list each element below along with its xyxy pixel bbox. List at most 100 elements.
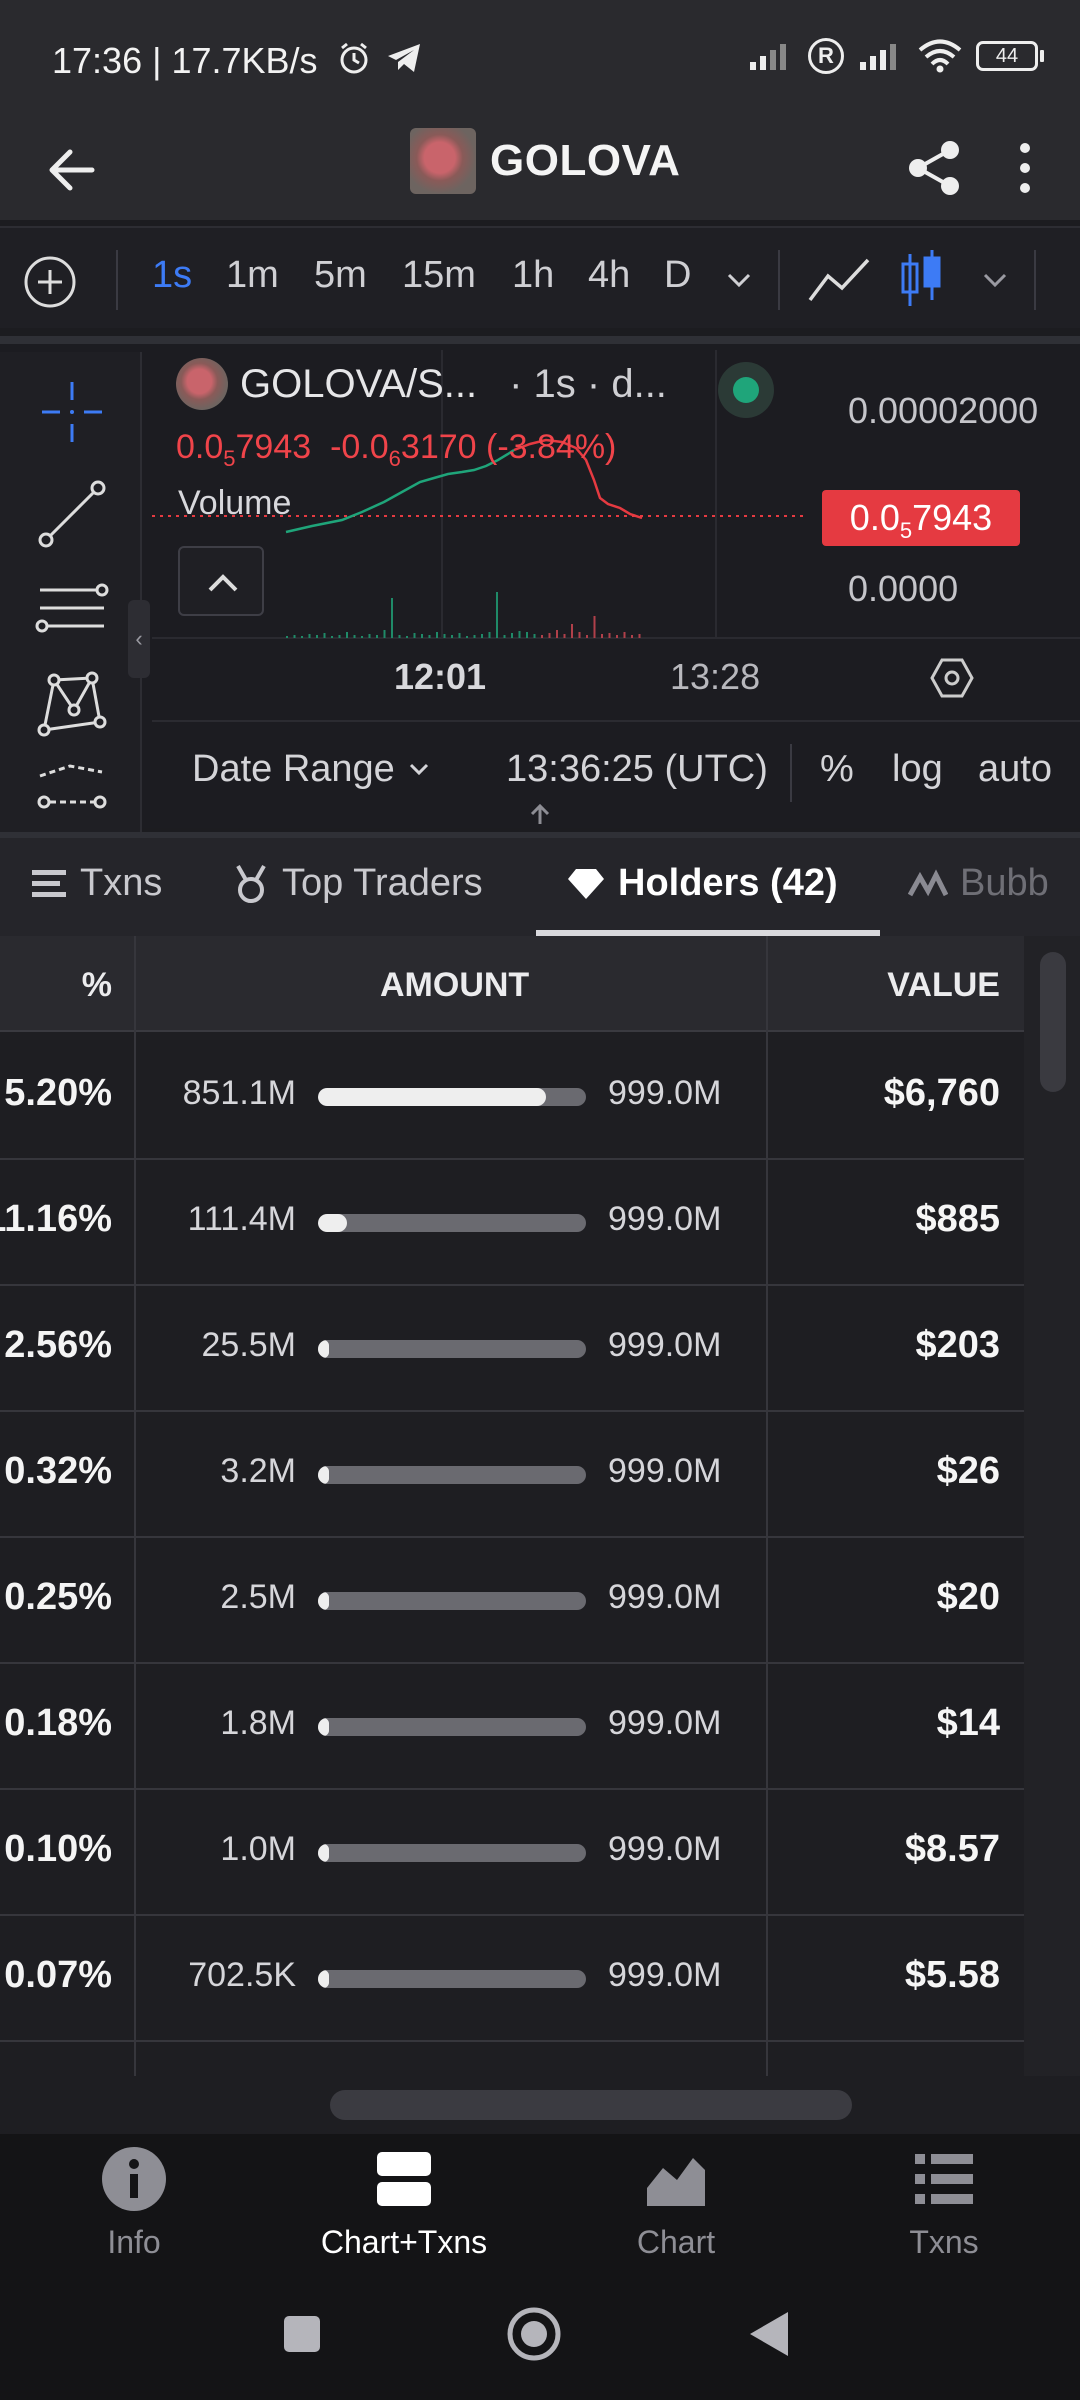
signal-icon-2 xyxy=(860,44,896,70)
total-supply: 999.0M xyxy=(608,1200,722,1238)
resize-handle-icon[interactable] xyxy=(524,802,556,858)
holding-progress-bar xyxy=(318,1340,586,1358)
system-back-icon[interactable] xyxy=(748,2310,790,2358)
volume-bar xyxy=(616,635,618,638)
collapse-legend-button[interactable] xyxy=(178,546,264,616)
recents-icon[interactable] xyxy=(282,2314,322,2354)
tab-top-traders[interactable]: Top Traders xyxy=(232,862,483,905)
holder-value: $5.58 xyxy=(904,1954,1000,1996)
table-row[interactable]: 0.07% 702.5K 999.0M $5.58 xyxy=(0,1916,1024,2042)
timeframe-1s[interactable]: 1s xyxy=(152,254,193,296)
holder-value: $8.57 xyxy=(904,1828,1000,1870)
timeframe-d[interactable]: D xyxy=(664,254,692,296)
chart-area xyxy=(0,336,1080,836)
table-row[interactable]: 0.32% 3.2M 999.0M $26 xyxy=(0,1412,1024,1538)
holder-percent: 0.32% xyxy=(4,1450,112,1492)
volume-label: Volume xyxy=(178,484,292,522)
holder-percent: 0.25% xyxy=(4,1576,112,1618)
nav-info-label: Info xyxy=(107,2224,161,2260)
utc-clock[interactable]: 13:36:25 (UTC) xyxy=(506,748,768,790)
table-scroll-track xyxy=(1024,936,1080,2076)
holding-progress-fill xyxy=(318,1214,348,1232)
projection-tool-icon[interactable] xyxy=(30,752,114,822)
volume-bar xyxy=(578,632,581,638)
more-options-icon[interactable] xyxy=(1010,136,1040,200)
timeframe-15m[interactable]: 15m xyxy=(402,254,476,296)
log-scale-toggle[interactable]: log xyxy=(892,748,943,790)
header-percent[interactable]: % xyxy=(81,966,112,1004)
change-percent: (-3.84%) xyxy=(486,428,617,466)
vertical-scrollbar[interactable] xyxy=(1040,952,1066,1092)
horizontal-scrollbar[interactable] xyxy=(330,2090,852,2120)
timeframe-4h[interactable]: 4h xyxy=(588,254,631,296)
volume-bar xyxy=(571,624,573,638)
holding-progress-bar xyxy=(318,1466,586,1484)
price-tag-zeros: 5 xyxy=(899,518,913,544)
chart-interval[interactable]: · 1s · d... xyxy=(509,361,667,406)
total-supply: 999.0M xyxy=(608,1326,722,1364)
back-arrow-icon[interactable] xyxy=(40,138,104,202)
diamond-icon xyxy=(568,868,604,899)
table-row[interactable]: 11.16% 111.4M 999.0M $885 xyxy=(0,1160,1024,1286)
share-icon[interactable] xyxy=(904,136,964,200)
txns-list-icon xyxy=(915,2154,973,2204)
volume-bar xyxy=(383,630,386,638)
holder-percent: 11.16% xyxy=(0,1198,112,1240)
volume-bar xyxy=(518,631,521,638)
fib-tool-icon[interactable] xyxy=(30,566,114,650)
legend-token-avatar xyxy=(176,358,228,410)
change-zeros: 6 xyxy=(388,445,401,471)
nav-info[interactable]: Info xyxy=(34,2144,234,2261)
tab-txns[interactable]: Txns xyxy=(30,862,162,905)
trendline-tool-icon[interactable] xyxy=(30,472,114,556)
candlestick-icon[interactable] xyxy=(900,248,944,312)
volume-bar xyxy=(323,633,326,638)
collapse-toolbar-handle[interactable]: ‹ xyxy=(128,600,150,678)
holder-amount: 1.0M xyxy=(220,1830,296,1868)
crosshair-tool-icon[interactable] xyxy=(30,370,114,454)
header-amount[interactable]: AMOUNT xyxy=(380,966,530,1004)
table-header: % AMOUNT VALUE xyxy=(0,936,1024,1032)
holders-table[interactable]: % AMOUNT VALUE 5.20% 851.1M 999.0M $6,760 11… xyxy=(0,936,1024,2076)
timeframe-1m[interactable]: 1m xyxy=(226,254,279,296)
add-indicator-icon[interactable] xyxy=(22,254,78,310)
volume-bar xyxy=(443,634,446,638)
holder-percent: 2.56% xyxy=(4,1324,112,1366)
date-range-chevron-icon xyxy=(410,763,429,776)
x-axis-label-1: 12:01 xyxy=(394,656,487,697)
timeframe-dropdown-icon[interactable] xyxy=(724,268,754,292)
holding-progress-fill xyxy=(318,1592,329,1610)
nav-txns[interactable]: Txns xyxy=(844,2144,1044,2261)
table-row[interactable]: 0.25% 2.5M 999.0M $20 xyxy=(0,1538,1024,1664)
volume-bar xyxy=(338,635,341,638)
line-chart-icon[interactable] xyxy=(806,252,872,308)
home-icon[interactable] xyxy=(506,2306,562,2362)
chart-symbol[interactable]: GOLOVA/S... xyxy=(240,361,478,406)
tab-bubblemap[interactable]: Bubb xyxy=(908,862,1049,905)
price-chart[interactable] xyxy=(152,342,1080,828)
pattern-tool-icon[interactable] xyxy=(30,662,114,746)
auto-scale-toggle[interactable]: auto xyxy=(978,748,1052,790)
page-title: GOLOVA xyxy=(490,136,681,185)
token-avatar xyxy=(410,128,476,194)
volume-bar xyxy=(428,635,431,638)
nav-chart-txns[interactable]: Chart+Txns xyxy=(304,2144,504,2261)
chart-type-dropdown-icon[interactable] xyxy=(980,268,1010,292)
total-supply: 999.0M xyxy=(608,1074,722,1112)
date-range-button[interactable]: Date Range xyxy=(192,748,433,791)
timeframe-1h[interactable]: 1h xyxy=(512,254,555,296)
chart-divider xyxy=(152,720,1080,722)
table-row[interactable]: 0.18% 1.8M 999.0M $14 xyxy=(0,1664,1024,1790)
nav-chart[interactable]: Chart xyxy=(576,2144,776,2261)
timeframe-5m[interactable]: 5m xyxy=(314,254,367,296)
chart-settings-icon[interactable] xyxy=(930,656,974,700)
header-value[interactable]: VALUE xyxy=(887,966,1000,1004)
table-row[interactable]: 2.56% 25.5M 999.0M $203 xyxy=(0,1286,1024,1412)
table-row[interactable]: 5.20% 851.1M 999.0M $6,760 xyxy=(0,1034,1024,1160)
tab-holders[interactable]: Holders (42) xyxy=(566,862,838,905)
table-row[interactable]: 0.10% 1.0M 999.0M $8.57 xyxy=(0,1790,1024,1916)
holder-value: $203 xyxy=(915,1324,1000,1366)
holder-value: $20 xyxy=(936,1576,1000,1618)
percent-scale-toggle[interactable]: % xyxy=(820,748,854,790)
volume-bar xyxy=(623,632,626,638)
